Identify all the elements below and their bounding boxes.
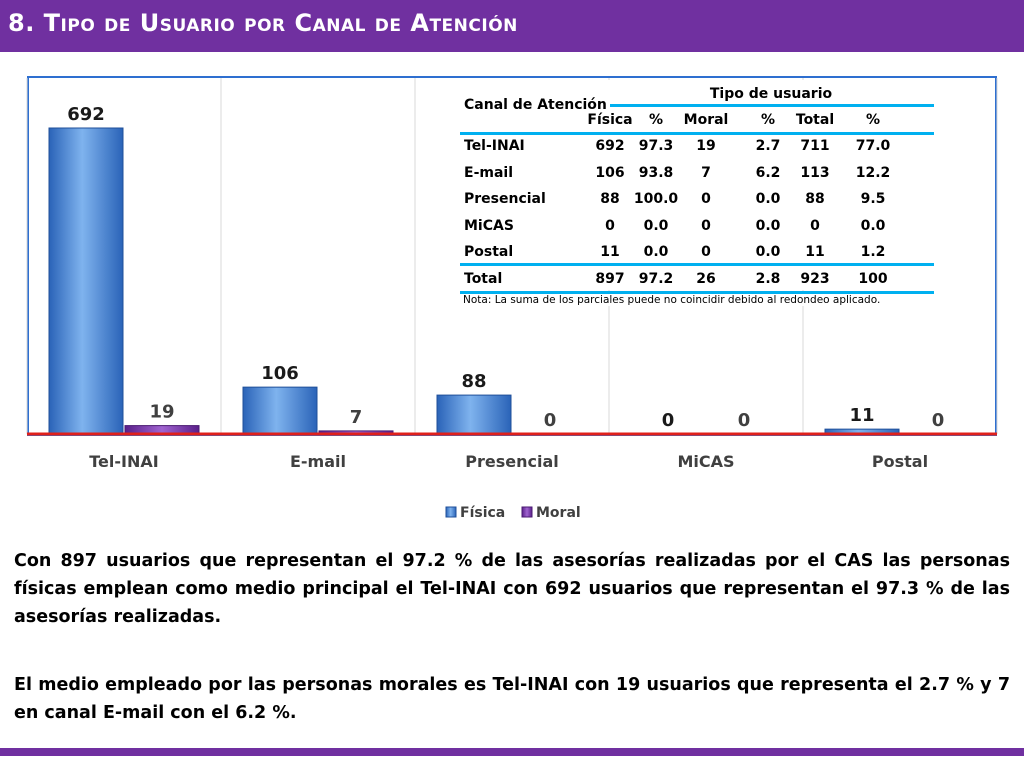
- table-cell: 692: [595, 138, 625, 154]
- bar-fisica: [242, 386, 318, 435]
- data-label-fisica: 106: [261, 363, 299, 384]
- table-total-cell: 97.2: [638, 271, 674, 287]
- table-column-header: %: [865, 112, 881, 128]
- data-label-fisica: 692: [67, 104, 105, 125]
- table-group-header: Tipo de usuario: [709, 86, 833, 102]
- table-cell: 6.2: [755, 164, 781, 181]
- table-cell: 0.0: [755, 191, 781, 207]
- table-cell: 2.7: [755, 138, 781, 154]
- table-cell: 0.0: [755, 244, 781, 260]
- legend-swatch-fisica: [445, 506, 457, 518]
- table-row: Tel-INAI 692 97.3 19 2.7 711 77.0: [460, 133, 934, 159]
- data-label-moral: 0: [738, 410, 751, 431]
- table-cell: 12.2: [855, 164, 891, 181]
- table-column-header: Total: [795, 112, 835, 128]
- table-rule: [610, 104, 934, 107]
- category-label: MiCAS: [677, 452, 734, 471]
- category-label: Postal: [872, 452, 928, 471]
- paragraph-moral: El medio empleado por las personas moral…: [14, 675, 1010, 723]
- table-row-label: MiCAS: [464, 217, 514, 234]
- table-rule: [460, 263, 934, 266]
- table-row-label: E-mail: [464, 164, 514, 181]
- table-header-row: Física% Moral% Total%: [460, 107, 934, 133]
- table-cell: 88: [805, 191, 825, 207]
- legend-label-fisica: Física: [460, 505, 505, 521]
- table-cell: 0: [701, 191, 711, 207]
- table-cell: 19: [696, 138, 716, 154]
- category-label: E-mail: [290, 452, 346, 471]
- title-bar: 8. Tipo de Usuario por Canal de Atención: [0, 0, 1024, 52]
- table-cell: 88: [600, 191, 620, 207]
- paragraph-fisica: Con 897 usuarios que representan el 97.2…: [14, 551, 1010, 627]
- data-label-moral: 7: [350, 407, 363, 428]
- table-cell: 113: [800, 164, 830, 181]
- table-cell: 0.0: [643, 244, 669, 260]
- table-column-header: Moral: [683, 112, 729, 128]
- data-label-moral: 19: [149, 402, 174, 423]
- table-cell: 9.5: [860, 191, 886, 207]
- table-row-header: Canal de Atención: [464, 97, 607, 113]
- category-label: Presencial: [465, 452, 558, 471]
- data-label-moral: 0: [932, 410, 945, 431]
- data-table: Tipo de usuario Canal de Atención Física% M…: [460, 80, 934, 294]
- table-row: E-mail 106 93.8 7 6.2 113 12.2: [460, 160, 934, 186]
- table-row: MiCAS 0 0.0 0 0.0 0 0.0: [460, 213, 934, 239]
- bar-fisica: [436, 394, 512, 435]
- table-cell: 11: [805, 244, 825, 260]
- table-cell: 7: [701, 164, 711, 181]
- table-row-label: Presencial: [464, 191, 546, 207]
- data-label-fisica: 88: [461, 371, 486, 392]
- table-cell: 77.0: [855, 138, 891, 154]
- table-total-cell: 100: [858, 271, 888, 287]
- page-title: 8. Tipo de Usuario por Canal de Atención: [8, 9, 518, 37]
- table-cell: 106: [595, 164, 625, 181]
- bar-fisica: [48, 127, 124, 435]
- data-label-fisica: 11: [849, 405, 874, 426]
- table-rule: [460, 291, 934, 294]
- table-note: Nota: La suma de los parciales puede no …: [463, 294, 943, 306]
- table-rule: [460, 132, 934, 135]
- table-total-cell: 897: [595, 271, 625, 287]
- table-row: Presencial 88 100.0 0 0.0 88 9.5: [460, 186, 934, 212]
- table-row-label: Postal: [464, 244, 514, 260]
- table-cell: 11: [600, 244, 620, 260]
- category-label: Tel-INAI: [89, 452, 158, 471]
- table-row-label: Tel-INAI: [464, 138, 525, 154]
- table-cell: 93.8: [638, 164, 674, 181]
- table-cell: 1.2: [860, 244, 886, 260]
- data-label-moral: 0: [544, 410, 557, 431]
- table-column-header: Física: [587, 112, 633, 128]
- table-total-row: Total 897 97.2 26 2.8 923 100: [460, 266, 934, 292]
- table-cell: 0.0: [643, 217, 669, 234]
- table-cell: 711: [800, 138, 830, 154]
- data-label-fisica: 0: [662, 410, 675, 431]
- table-column-header: %: [648, 112, 664, 128]
- table-cell: 100.0: [633, 191, 679, 207]
- table-cell: 0: [701, 217, 711, 234]
- table-total-cell: 923: [800, 271, 830, 287]
- table-cell: 97.3: [638, 138, 674, 154]
- table-total-label: Total: [464, 271, 503, 287]
- table-cell: 0: [810, 217, 820, 234]
- legend-swatch-moral: [521, 506, 533, 518]
- table-total-cell: 26: [696, 271, 716, 287]
- table-cell: 0.0: [860, 217, 886, 234]
- table-cell: 0: [701, 244, 711, 260]
- table-cell: 0: [605, 217, 615, 234]
- table-row: Postal 11 0.0 0 0.0 11 1.2: [460, 239, 934, 265]
- table-cell: 0.0: [755, 217, 781, 234]
- table-column-header: %: [760, 112, 776, 128]
- table-total-cell: 2.8: [755, 271, 781, 287]
- legend-label-moral: Moral: [536, 505, 581, 521]
- bottom-bar: [0, 748, 1024, 756]
